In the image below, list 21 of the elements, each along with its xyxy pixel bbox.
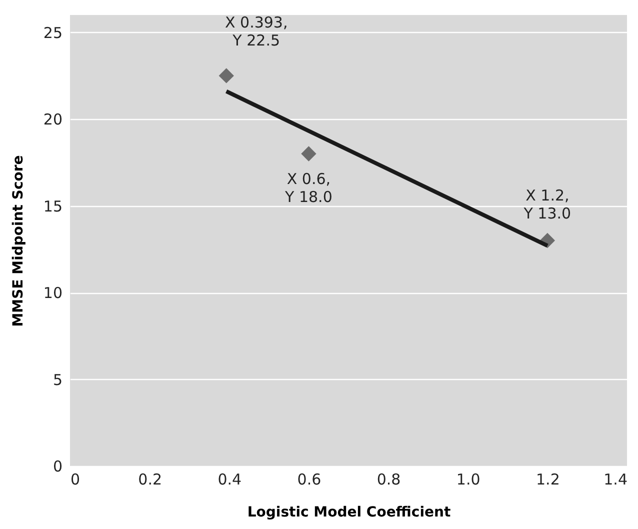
annotation: X 0.6, Y 18.0 [284,170,332,206]
y-axis-title: MMSE Midpoint Score [10,155,26,327]
annotation: X 0.393, Y 22.5 [224,14,288,50]
x-axis-title: Logistic Model Coefficient [247,504,451,520]
x-tick-label: 1.4 [604,470,628,488]
y-tick-label: 5 [52,370,62,389]
point [218,68,234,84]
x-tick-label: 1.0 [456,470,480,488]
annotation: X 1.2, Y 13.0 [522,186,572,222]
y-tick-label: 25 [43,24,62,42]
x-tick-label: 0.4 [218,470,242,488]
y-tick-label: 10 [43,284,62,302]
x-tick-label: 0.8 [376,470,401,488]
y-tick-label: 15 [43,197,62,216]
x-tick-label: 1.2 [536,470,560,488]
point [301,146,316,162]
x-tick-label: 0 [70,470,80,488]
y-tick-label: 0 [52,458,62,476]
y-tick-label: 20 [43,110,62,129]
x-tick-label: 0.6 [297,470,322,488]
x-tick-label: 0.2 [138,470,162,488]
